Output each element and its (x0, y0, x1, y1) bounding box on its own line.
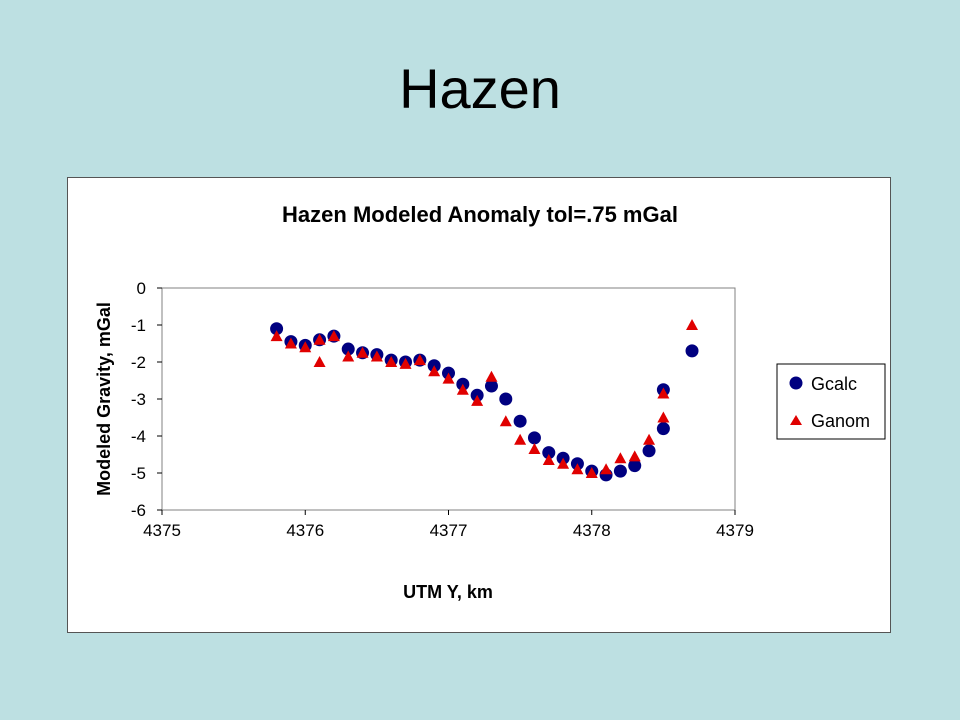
y-tick-label: -3 (131, 390, 146, 409)
y-tick-label: -4 (131, 427, 146, 446)
data-point-ganom (643, 433, 656, 445)
marks-layer (270, 319, 699, 482)
x-tick-label: 4375 (143, 521, 181, 540)
y-tick-label: -2 (131, 353, 146, 372)
data-point-ganom (657, 387, 670, 399)
data-point-ganom (686, 319, 699, 330)
data-point-ganom (657, 411, 670, 423)
data-point-ganom (442, 372, 455, 384)
legend-gcalc-label: Gcalc (811, 374, 857, 394)
data-point-ganom (313, 333, 326, 345)
legend-box (776, 363, 886, 440)
data-point-ganom (571, 463, 584, 475)
data-point-ganom (299, 341, 312, 353)
data-point-ganom (600, 463, 613, 475)
data-point-ganom (342, 350, 355, 362)
data-point-ganom (499, 415, 512, 427)
plot-area (161, 287, 736, 511)
data-point-ganom (385, 356, 398, 367)
axes-layer: 4375 4376 4377 4378 4379 0 -1 -2 -3 -4 -5 -6 (131, 279, 754, 540)
slide-title: Hazen (399, 57, 561, 120)
x-tick-label: 4378 (573, 521, 611, 540)
legend-ganom-marker (790, 415, 802, 425)
data-point-ganom (528, 442, 541, 454)
data-point-ganom (356, 346, 369, 358)
data-point-gcalc (542, 446, 556, 460)
data-point-ganom (585, 467, 598, 478)
data-point-ganom (614, 452, 627, 464)
y-axis-label: Modeled Gravity, mGal (94, 302, 114, 496)
data-point-ganom (284, 337, 297, 349)
data-point-gcalc (527, 431, 541, 445)
data-point-ganom (327, 330, 340, 342)
data-point-ganom (413, 354, 426, 366)
data-point-gcalc (642, 444, 656, 458)
x-tick-label: 4377 (430, 521, 468, 540)
data-point-gcalc (484, 379, 498, 393)
data-point-ganom (270, 330, 283, 342)
legend-gcalc-marker (789, 376, 803, 390)
chart-frame: Hazen Modeled Anomaly tol=.75 mGal 4375 4… (67, 177, 891, 633)
data-point-gcalc (513, 414, 527, 428)
y-tick-label: -1 (131, 316, 146, 335)
x-axis-label: UTM Y, km (403, 582, 493, 602)
data-point-gcalc (270, 322, 284, 336)
data-point-gcalc (685, 344, 699, 358)
data-point-ganom (399, 357, 412, 369)
chart-svg: Hazen Modeled Anomaly tol=.75 mGal 4375 4… (94, 202, 886, 602)
data-point-gcalc (628, 459, 642, 473)
data-point-ganom (557, 457, 570, 469)
data-point-ganom (313, 356, 326, 367)
chart-title: Hazen Modeled Anomaly tol=.75 mGal (282, 202, 678, 227)
data-point-ganom (628, 450, 641, 462)
data-point-ganom (456, 383, 469, 395)
data-point-gcalc (656, 422, 670, 436)
legend-ganom-label: Ganom (811, 411, 870, 431)
data-point-gcalc (499, 392, 513, 406)
y-tick-label: -5 (131, 464, 146, 483)
x-tick-label: 4379 (716, 521, 754, 540)
legend: Gcalc Ganom (776, 363, 886, 440)
data-point-ganom (471, 394, 484, 406)
data-point-ganom (428, 365, 441, 377)
data-point-ganom (370, 350, 383, 362)
y-tick-label: -6 (131, 501, 146, 520)
data-point-gcalc (341, 342, 355, 356)
data-point-ganom (514, 433, 527, 445)
data-point-ganom (485, 370, 498, 382)
x-tick-label: 4376 (286, 521, 324, 540)
data-point-gcalc (613, 464, 627, 478)
y-tick-label: 0 (137, 279, 146, 298)
data-point-ganom (542, 454, 555, 466)
